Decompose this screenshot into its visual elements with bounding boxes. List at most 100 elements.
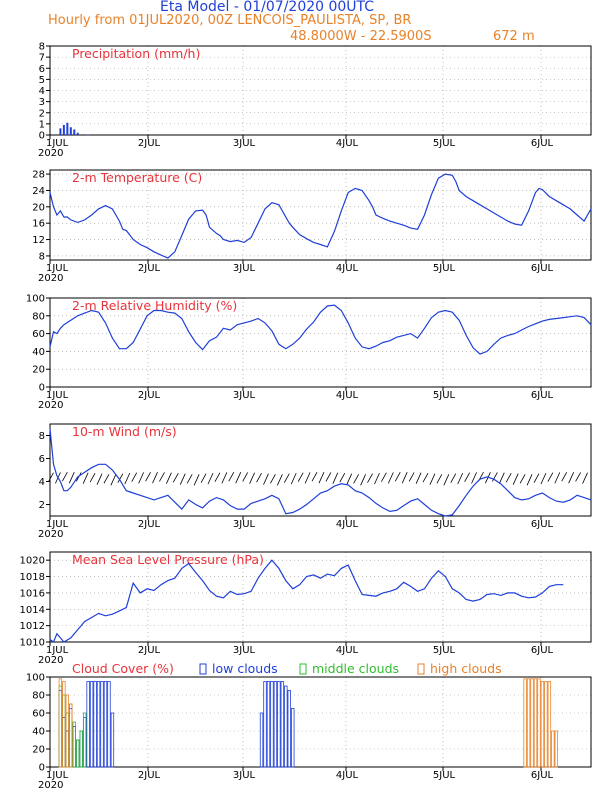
- y-tick-label: 1016: [20, 588, 45, 599]
- cloud-bar: [280, 681, 285, 768]
- wind-barb: [450, 473, 457, 483]
- wind-barb: [443, 474, 450, 486]
- x-tick-label: 1JUL: [46, 390, 69, 401]
- wind-barb: [381, 472, 387, 482]
- cloud-bar: [547, 681, 552, 768]
- panel-title: 2-m Temperature (C): [72, 170, 202, 185]
- cloud-bar: [277, 681, 281, 768]
- y-tick-label: 100: [26, 294, 45, 305]
- legend-label: middle clouds: [312, 661, 399, 676]
- wind-barb: [374, 472, 380, 485]
- x-tick-label: 4JUL: [336, 519, 359, 530]
- legend-label: high clouds: [430, 661, 502, 676]
- y-tick-label: 5: [39, 75, 45, 86]
- cloud-bar: [89, 681, 94, 768]
- y-tick-label: 3: [39, 97, 45, 108]
- x-tick-label: 1JUL: [46, 645, 69, 656]
- cloud-bar: [259, 712, 264, 768]
- cloud-bar: [100, 681, 104, 768]
- cloud-bar: [76, 739, 80, 768]
- panel-frame: [49, 169, 592, 261]
- wind-barb: [131, 472, 138, 482]
- y-tick-label: 60: [32, 709, 45, 720]
- y-tick-label: 0: [39, 383, 45, 394]
- cloud-bar: [287, 690, 291, 768]
- wind-barb: [533, 473, 540, 483]
- wind-barb: [276, 474, 283, 486]
- wind-barb: [256, 472, 262, 483]
- x-tick-label: 1JUL: [46, 138, 69, 149]
- y-tick-label: 100: [26, 673, 45, 684]
- wind-barb: [415, 472, 422, 484]
- x-tick-label: 6JUL: [531, 519, 554, 530]
- y-tick-label: 7: [39, 53, 45, 64]
- y-tick-label: 40: [32, 347, 45, 358]
- wind-barb: [575, 472, 581, 482]
- y-tick-label: 6: [39, 64, 45, 75]
- y-tick-label: 60: [32, 329, 45, 340]
- y-tick-label: 1020: [20, 556, 45, 567]
- y-tick-label: 1014: [20, 605, 45, 616]
- wind-barb: [332, 472, 339, 484]
- cloud-bar: [69, 703, 73, 768]
- cloud-bar: [263, 681, 267, 768]
- x-tick-label: 6JUL: [531, 390, 554, 401]
- cloud-bar: [96, 681, 101, 768]
- wind-barb: [367, 473, 373, 483]
- cloud-bar: [58, 678, 63, 768]
- wind-barb: [283, 473, 290, 483]
- y-tick-label: 8: [39, 431, 45, 442]
- panel-title: 10-m Wind (m/s): [72, 424, 177, 439]
- x-tick-label: 5JUL: [433, 770, 456, 781]
- wind-barb: [471, 472, 477, 484]
- cloud-bar: [533, 678, 538, 768]
- legend-swatch: [299, 663, 307, 675]
- y-tick-label: 2: [39, 108, 45, 119]
- x-tick-label: 3JUL: [233, 138, 256, 149]
- x-tick-label: 2JUL: [138, 645, 161, 656]
- wind-barb: [110, 474, 117, 486]
- wind-barb: [228, 472, 235, 482]
- y-tick-label: 1010: [20, 638, 45, 649]
- cloud-bar: [82, 712, 87, 768]
- wind-barb: [145, 472, 151, 482]
- precip-bar: [59, 128, 62, 135]
- series-line: [49, 428, 592, 517]
- wind-barb: [89, 472, 96, 483]
- panel-title: Mean Sea Level Pressure (hPa): [72, 552, 264, 567]
- cloud-bar: [93, 681, 97, 768]
- wind-barb: [235, 472, 242, 484]
- x-tick-year: 2020: [38, 400, 63, 411]
- wind-barb: [193, 474, 200, 486]
- x-tick-label: 2JUL: [138, 770, 161, 781]
- y-tick-label: 40: [32, 727, 45, 738]
- x-tick-label: 1JUL: [46, 263, 69, 274]
- wind-barb: [297, 472, 304, 482]
- panel-frame: [49, 676, 592, 768]
- y-tick-label: 20: [32, 745, 45, 756]
- wind-barb: [103, 474, 110, 484]
- wind-barb: [464, 472, 470, 482]
- cloud-bar: [65, 694, 70, 768]
- series-line: [49, 304, 592, 355]
- wind-barb: [96, 473, 103, 485]
- y-tick-label: 8: [39, 42, 45, 53]
- x-tick-label: 4JUL: [336, 138, 359, 149]
- wind-barb: [554, 472, 561, 484]
- wind-barb: [68, 472, 75, 484]
- x-tick-year: 2020: [38, 780, 63, 791]
- cloud-bar: [266, 681, 271, 768]
- wind-barb: [200, 473, 207, 483]
- station-coordinates: 48.8000W - 22.5900S: [290, 29, 432, 44]
- chart-subtitle: Hourly from 01JUL2020, 00Z LENCOIS_PAULI…: [48, 13, 412, 28]
- x-tick-label: 4JUL: [336, 390, 359, 401]
- wind-barb: [117, 473, 124, 483]
- cloud-bar: [273, 681, 278, 768]
- precip-bar: [76, 132, 79, 135]
- wind-barb: [152, 472, 158, 484]
- wind-barb: [311, 472, 318, 482]
- cloud-bar: [270, 681, 274, 768]
- cloud-bar: [103, 681, 108, 768]
- x-tick-label: 3JUL: [233, 519, 256, 530]
- panel-title: Cloud Cover (%): [72, 661, 174, 676]
